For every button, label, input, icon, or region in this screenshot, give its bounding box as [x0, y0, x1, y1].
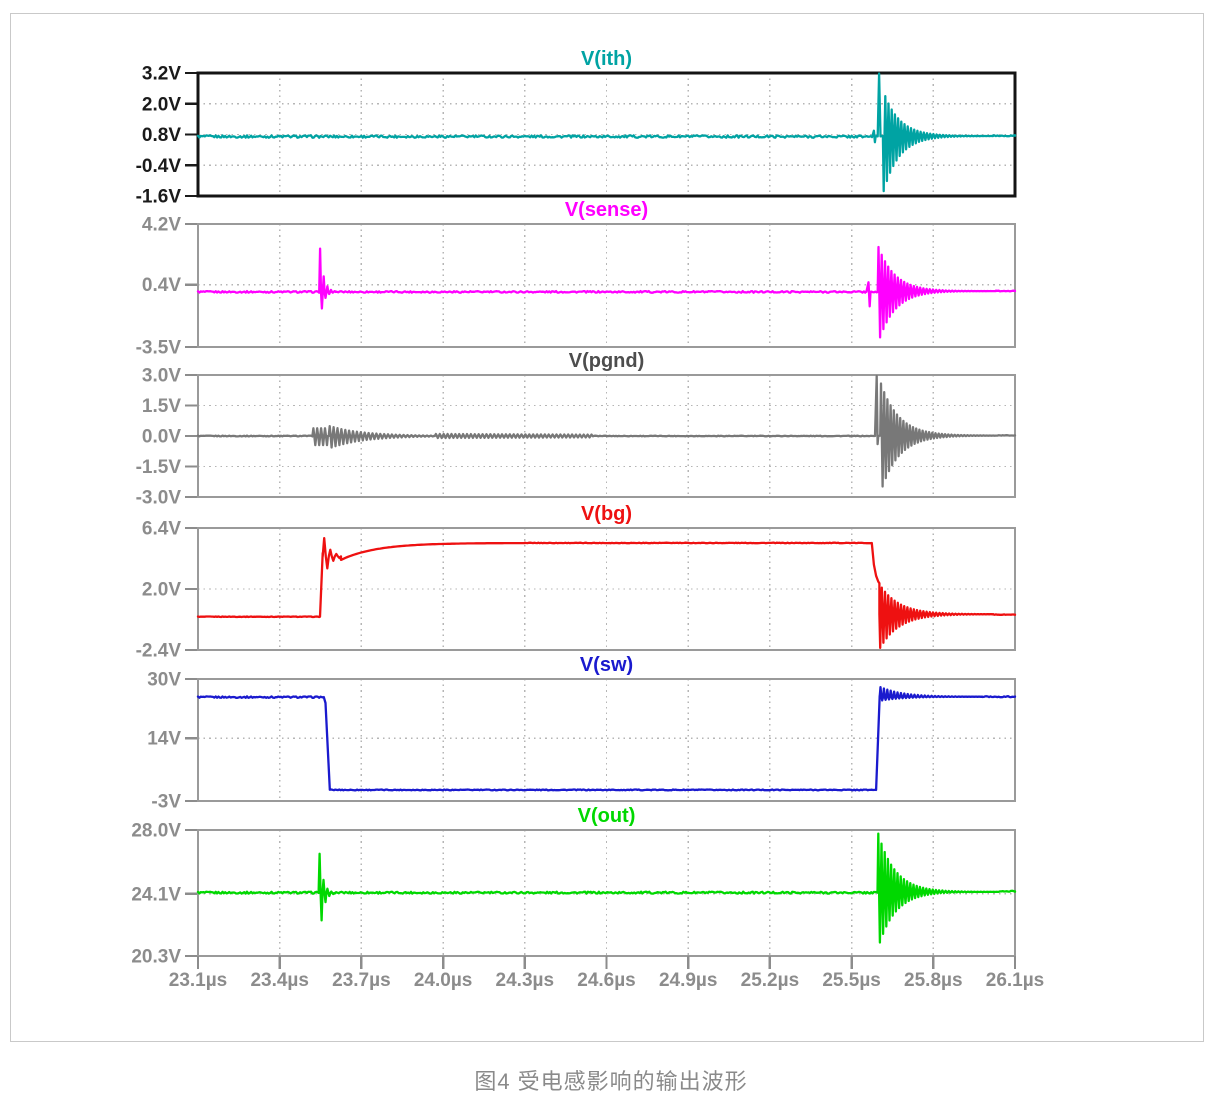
panel-title-vpgnd: V(pgnd) — [569, 350, 645, 372]
vith-trace — [196, 72, 1017, 193]
y-tick-label: -1.5V — [136, 457, 182, 478]
panel-title-vsw: V(sw) — [580, 654, 633, 676]
x-axis: 23.1µs 23.4µs 23.7µs 24.0µs 24.3µs 24.6µs 24.9… — [169, 956, 1045, 991]
panel-border-vsense — [197, 223, 1016, 348]
y-tick-label: 14V — [147, 729, 181, 750]
x-tick-label: 25.8µs — [904, 970, 963, 991]
y-tick-label: 1.5V — [142, 396, 181, 417]
y-tick-label: 2.0V — [142, 94, 181, 115]
panel-border-vsw — [197, 678, 1016, 802]
vsw-trace — [196, 685, 1017, 792]
y-tick-label: -3.0V — [136, 488, 182, 509]
panel-title-vsense: V(sense) — [565, 199, 648, 221]
x-tick-label: 24.3µs — [496, 970, 555, 991]
figure-caption: 图4 受电感影响的输出波形 — [474, 1069, 748, 1094]
panel-title-vbg: V(bg) — [581, 503, 632, 525]
y-tick-label: 2.0V — [142, 580, 181, 601]
y-tick-label: 0.4V — [142, 275, 181, 296]
panel-border-vbg — [197, 527, 1016, 651]
y-tick-label: 3.2V — [142, 64, 181, 85]
y-tick-label: -1.6V — [136, 187, 182, 208]
vsense-trace — [196, 245, 1017, 339]
y-tick-label: 30V — [147, 670, 181, 691]
x-tick-label: 24.0µs — [414, 970, 473, 991]
y-tick-label: -2.4V — [136, 641, 182, 662]
panel-vsense: 4.2V 0.4V -3.5V V(sense) — [136, 199, 1017, 359]
x-tick-label: 23.4µs — [250, 970, 309, 991]
panel-vith: 3.2V 2.0V 0.8V -0.4V -1.6V V(ith) — [136, 48, 1017, 208]
panel-vbg: 6.4V 2.0V -2.4V V(bg) — [136, 503, 1017, 662]
y-tick-label: 0.0V — [142, 427, 181, 448]
y-tick-label: -3.5V — [136, 338, 182, 359]
x-tick-label: 23.7µs — [332, 970, 391, 991]
x-tick-label: 23.1µs — [169, 970, 228, 991]
y-tick-label: 4.2V — [142, 215, 181, 236]
y-tick-label: 0.8V — [142, 125, 181, 146]
y-tick-label: 6.4V — [142, 519, 181, 540]
vbg-trace — [196, 536, 1017, 650]
x-tick-label: 24.6µs — [577, 970, 636, 991]
y-tick-label: 3.0V — [142, 366, 181, 387]
y-tick-label: 28.0V — [131, 821, 181, 842]
panel-title-vout: V(out) — [578, 805, 636, 827]
y-tick-label: 20.3V — [131, 947, 181, 968]
y-tick-label: -0.4V — [136, 156, 182, 177]
vout-trace — [196, 832, 1017, 944]
x-tick-label: 24.9µs — [659, 970, 718, 991]
y-tick-label: -3V — [151, 792, 181, 813]
panel-vsw: 30V 14V -3V V(sw) — [147, 654, 1017, 813]
vpgnd-trace — [196, 374, 1017, 488]
x-tick-label: 25.5µs — [822, 970, 881, 991]
panel-vout: 28.0V 24.1V 20.3V V(out) — [131, 805, 1017, 968]
x-tick-label: 26.1µs — [986, 970, 1045, 991]
x-tick-label: 25.2µs — [741, 970, 800, 991]
panel-vpgnd: 3.0V 1.5V 0.0V -1.5V -3.0V V(pgnd) — [136, 350, 1017, 509]
y-tick-label: 24.1V — [131, 884, 181, 905]
panel-title-vith: V(ith) — [581, 48, 632, 70]
